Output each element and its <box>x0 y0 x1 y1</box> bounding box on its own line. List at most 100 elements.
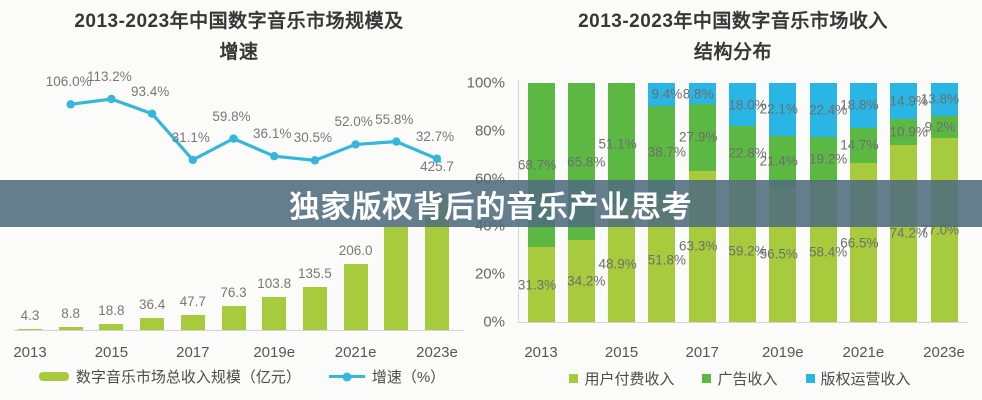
legend-item-market-size: 数字音乐市场总收入规模（亿元） <box>38 366 301 387</box>
right-chart: 2013-2023年中国数字音乐市场收入 结构分布 <box>490 0 982 400</box>
growth-line-point <box>310 156 320 165</box>
segment-value-label: 9.4% <box>651 86 683 102</box>
segment-value-label: 56.5% <box>759 246 798 262</box>
x-axis-tick-label: 2019e <box>253 344 296 361</box>
x-axis-tick-label: 2013 <box>524 344 558 361</box>
segment-value-label: 34.2% <box>567 273 606 289</box>
right-chart-title: 2013-2023年中国数字音乐市场收入 结构分布 <box>492 6 974 68</box>
legend-item-growth: 增速（%） <box>328 366 446 387</box>
user-pay-swatch-icon <box>569 374 579 383</box>
growth-value-label: 52.0% <box>334 114 373 130</box>
x-axis-tick-label: 2019e <box>761 344 804 361</box>
market-size-bar <box>18 328 42 330</box>
segment-value-label: 22.4% <box>808 102 848 118</box>
user-pay-segment <box>527 247 555 322</box>
left-chart-title-line1: 2013-2023年中国数字音乐市场规模及 <box>74 11 404 32</box>
bar-value-label: 4.3 <box>20 307 40 323</box>
segment-value-label: 51.8% <box>647 252 687 268</box>
growth-value-label: 32.7% <box>415 128 455 144</box>
legend-label-user-pay: 用户付费收入 <box>584 371 675 388</box>
market-size-bar <box>262 296 287 330</box>
bar-value-label: 18.8 <box>98 302 125 318</box>
right-chart-legend: 用户付费收入 广告收入 版权运营收入 <box>505 368 975 389</box>
left-chart-plot: 4.3 8.8 18.8 36.4 47.7 76.3 103.8 135.5 206.0 425… <box>0 0 490 400</box>
legend-label-copyright: 版权运营收入 <box>820 371 911 388</box>
legend-label-market-size: 数字音乐市场总收入规模（亿元） <box>75 369 301 386</box>
growth-value-label: 106.0% <box>45 74 92 90</box>
growth-line-point <box>107 94 116 104</box>
left-x-axis-line <box>14 330 464 331</box>
ad-segment <box>849 127 877 164</box>
legend-item-ad: 广告收入 <box>702 368 778 389</box>
right-chart-title-line2: 结构分布 <box>693 42 772 63</box>
copyright-segment <box>648 83 676 106</box>
market-size-bar <box>58 327 83 330</box>
bar-value-label: 76.3 <box>220 284 247 300</box>
market-size-bar <box>140 318 165 330</box>
left-chart-legend: 数字音乐市场总收入规模（亿元） 增速（%） <box>6 366 478 387</box>
ad-segment <box>688 104 716 171</box>
ad-segment <box>729 126 756 181</box>
bar-value-label: 425.7 <box>420 159 454 174</box>
user-pay-segment <box>567 240 595 322</box>
segment-value-label: 65.8% <box>567 154 606 170</box>
legend-item-user-pay: 用户付费收入 <box>569 368 674 389</box>
segment-value-label: 21.4% <box>759 153 798 169</box>
segment-value-label: 74.2% <box>889 225 928 241</box>
x-axis-tick-label: 2017 <box>685 344 719 361</box>
segment-value-label: 31.3% <box>517 277 557 293</box>
growth-line-point <box>432 154 442 163</box>
x-axis-tick-label: 2023e <box>416 344 458 361</box>
copyright-segment <box>729 83 756 127</box>
growth-value-label: 113.2% <box>86 69 132 84</box>
x-axis-tick-label: 2021e <box>334 344 377 361</box>
copyright-segment <box>849 83 877 128</box>
growth-line-point <box>392 137 401 146</box>
segment-value-label: 51.1% <box>598 136 637 152</box>
segment-value-label: 10.9% <box>889 124 928 140</box>
y-axis-tick-label: 0% <box>483 313 505 331</box>
growth-line-point <box>147 109 157 118</box>
bar-value-label: 135.5 <box>297 265 332 281</box>
copyright-segment <box>688 83 716 105</box>
growth-value-label: 31.1% <box>171 129 210 145</box>
growth-value-label: 55.8% <box>375 111 414 127</box>
growth-line-point <box>66 100 75 109</box>
growth-line-point <box>188 155 197 165</box>
right-x-axis-line <box>518 322 968 323</box>
legend-label-growth: 增速（%） <box>371 369 446 386</box>
segment-value-label: 48.9% <box>598 256 637 272</box>
segment-value-label: 38.7% <box>647 144 687 160</box>
right-chart-title-line1: 2013-2023年中国数字音乐市场收入 <box>578 11 888 32</box>
x-axis-tick-label: 2015 <box>604 344 639 361</box>
x-axis-tick-label: 2021e <box>842 344 885 361</box>
bar-value-label: 36.4 <box>138 297 166 313</box>
segment-value-label: 13.8% <box>920 91 960 107</box>
x-axis-tick-label: 2015 <box>94 344 129 361</box>
bar-series-swatch-icon <box>38 372 69 381</box>
segment-value-label: 58.4% <box>808 244 848 260</box>
y-axis-tick-label: 80% <box>474 122 505 140</box>
copyright-swatch-icon <box>805 374 815 383</box>
segment-value-label: 59.2% <box>728 243 767 259</box>
line-series-swatch-icon <box>328 372 365 381</box>
market-size-bar <box>302 286 327 330</box>
ad-segment <box>809 136 837 183</box>
growth-line-point <box>270 152 279 161</box>
copyright-segment <box>769 83 797 136</box>
market-size-bar <box>180 314 205 330</box>
legend-label-ad: 广告收入 <box>717 371 778 388</box>
segment-value-label: 68.7% <box>517 157 557 173</box>
overlay-banner: 独家版权背后的音乐产业思考 <box>0 180 982 227</box>
segment-value-label: 66.5% <box>840 235 879 251</box>
bar-value-label: 8.8 <box>61 306 81 322</box>
growth-value-label: 30.5% <box>293 130 333 146</box>
ad-swatch-icon <box>702 374 712 383</box>
segment-value-label: 63.3% <box>679 238 718 254</box>
bar-value-label: 103.8 <box>257 275 292 291</box>
y-axis-tick-label: 100% <box>466 74 505 92</box>
user-pay-segment <box>890 144 918 322</box>
copyright-segment <box>890 83 918 119</box>
segment-value-label: 14.9% <box>889 93 928 109</box>
